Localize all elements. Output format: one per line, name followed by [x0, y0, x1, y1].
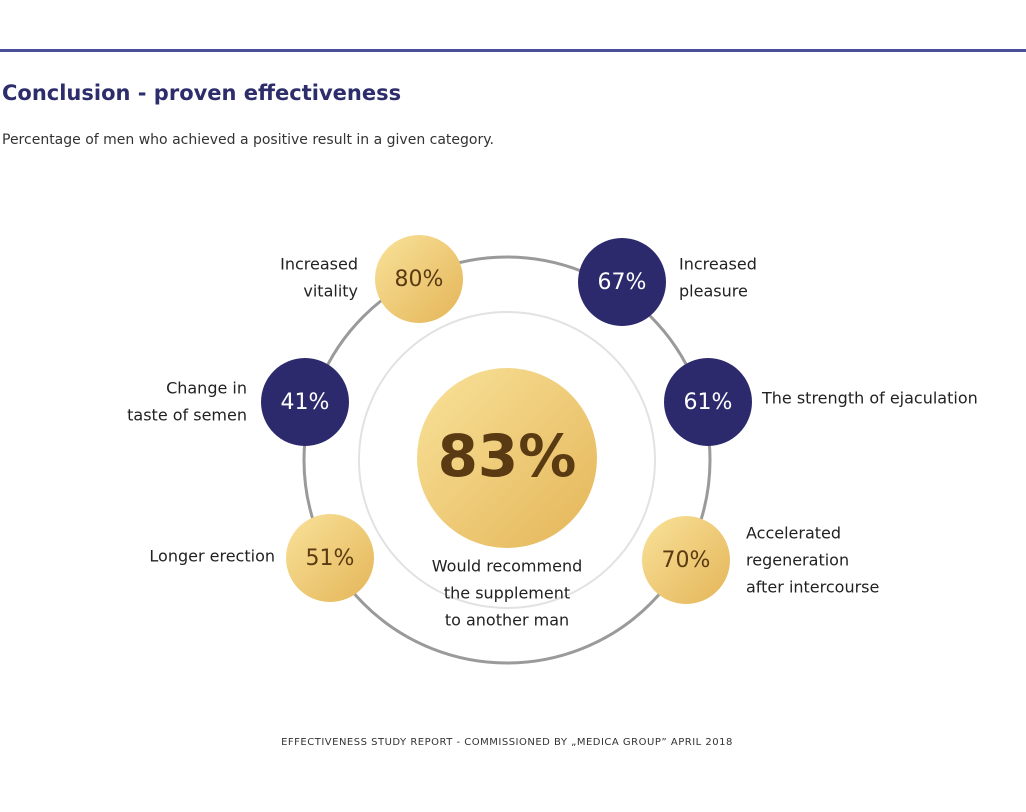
inner-ring [358, 311, 656, 609]
item-value: 61% [684, 390, 733, 415]
item-label: taste of semen [127, 406, 247, 425]
item-label: pleasure [679, 282, 748, 301]
subtitle: Percentage of men who achieved a positiv… [2, 132, 494, 148]
caption-line: the supplement [444, 584, 570, 603]
item-value: 67% [598, 270, 647, 295]
item-circle [375, 235, 463, 323]
item-circle [664, 358, 752, 446]
caption-line: Would recommend [432, 557, 582, 576]
items: 80% Increased vitality 67% Increased pleasure… [127, 235, 978, 604]
item-circle [578, 238, 666, 326]
item-value: 70% [662, 548, 711, 573]
center-caption: Would recommend the supplement to another … [432, 557, 582, 630]
item-label: vitality [303, 282, 358, 301]
item-label: Accelerated [746, 524, 841, 543]
item-value: 51% [306, 546, 355, 571]
outer-ring [302, 255, 712, 665]
item-label: Longer erection [149, 547, 275, 566]
item-circle [642, 516, 730, 604]
item-circle [261, 358, 349, 446]
item-circle [286, 514, 374, 602]
top-rule [0, 49, 1026, 52]
center-circle [417, 368, 597, 548]
footer: EFFECTIVENESS STUDY REPORT - COMMISSIONE… [281, 737, 733, 748]
item-value: 41% [281, 390, 330, 415]
item-label: after intercourse [746, 578, 879, 597]
item-label: Change in [166, 379, 247, 398]
item-label: Increased [679, 255, 757, 274]
title: Conclusion - proven effectiveness [2, 81, 401, 105]
item-label: regeneration [746, 551, 849, 570]
caption-line: to another man [445, 611, 569, 630]
center-value: 83% [438, 422, 577, 490]
item-label: Increased [280, 255, 358, 274]
item-label: The strength of ejaculation [761, 389, 978, 408]
item-value: 80% [395, 267, 444, 292]
